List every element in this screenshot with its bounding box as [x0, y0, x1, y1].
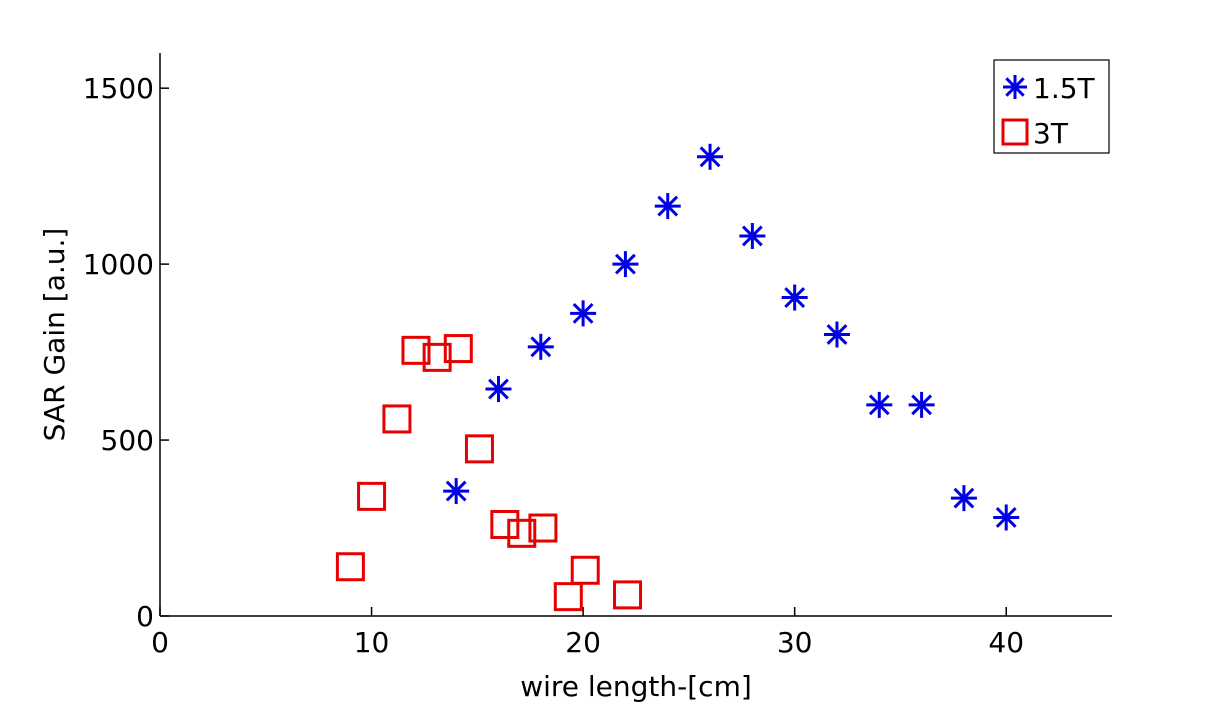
point-1-5t — [739, 222, 766, 249]
point-1-5t — [823, 321, 850, 348]
point-1-5t — [485, 376, 512, 403]
point-1-5t — [527, 333, 554, 360]
legend-label-3t: 3T — [1033, 117, 1069, 150]
point-1-5t — [654, 193, 681, 220]
point-3t — [464, 434, 494, 464]
y-tick-label: 1000 — [83, 248, 154, 281]
point-3t — [613, 580, 643, 610]
point-1-5t — [697, 143, 724, 170]
point-3t — [490, 510, 520, 540]
point-3t — [422, 342, 452, 372]
point-3t — [528, 513, 558, 543]
point-3t — [570, 555, 600, 585]
x-tick-label: 40 — [988, 626, 1024, 659]
plot-marks — [335, 143, 1020, 612]
y-tick-label: 0 — [136, 600, 154, 633]
plot-axes: 0 10 20 30 40 0 500 1000 1500 — [83, 53, 1112, 659]
legend-label-1-5t: 1.5T — [1033, 72, 1096, 105]
legend-marker-3t — [1001, 118, 1029, 146]
point-1-5t — [443, 478, 470, 505]
point-3t — [443, 334, 473, 364]
point-1-5t — [950, 485, 977, 512]
x-axis-label: wire length-[cm] — [520, 670, 752, 703]
x-tick-label: 0 — [151, 626, 169, 659]
point-1-5t — [570, 300, 597, 327]
point-3t — [401, 335, 431, 365]
legend-box — [993, 59, 1110, 154]
point-1-5t — [993, 504, 1020, 531]
x-tick-label: 20 — [565, 626, 601, 659]
y-axis-label: SAR Gain [a.u.] — [38, 228, 71, 442]
y-tick-label: 1500 — [83, 72, 154, 105]
legend-marker-1-5t — [1003, 75, 1027, 99]
point-1-5t — [866, 391, 893, 418]
point-1-5t — [781, 284, 808, 311]
point-1-5t — [908, 391, 935, 418]
point-1-5t — [612, 251, 639, 278]
point-3t — [553, 582, 583, 612]
legend: 1.5T 3T — [993, 59, 1110, 154]
y-tick-label: 500 — [101, 424, 154, 457]
x-tick-label: 30 — [777, 626, 813, 659]
point-3t — [335, 552, 365, 582]
point-3t — [382, 404, 412, 434]
point-3t — [507, 518, 537, 548]
x-tick-label: 10 — [354, 626, 390, 659]
point-3t — [357, 481, 387, 511]
